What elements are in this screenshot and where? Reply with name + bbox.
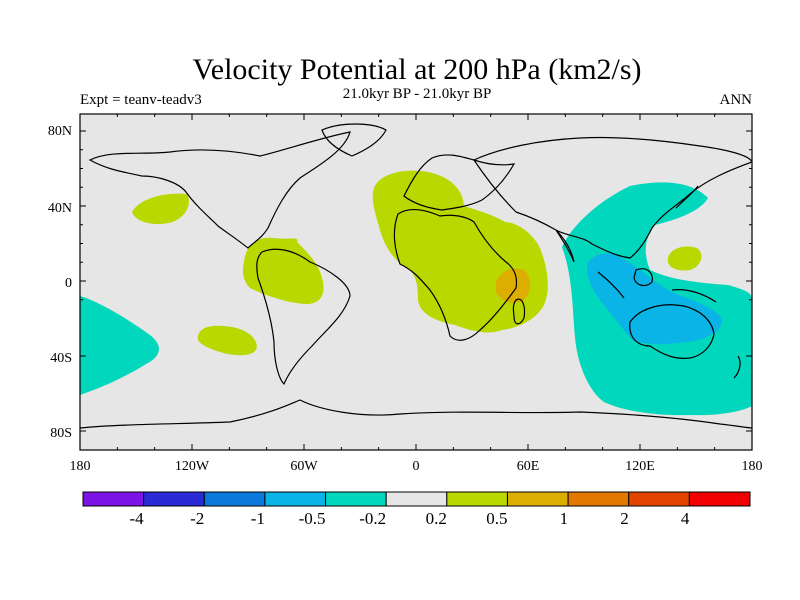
map-title: Velocity Potential at 200 hPa (km2/s) — [192, 53, 642, 86]
coastline-borneo — [633, 268, 653, 287]
colorbar-label: -0.2 — [359, 509, 386, 528]
lon-label-60e: 60E — [517, 459, 540, 474]
experiment-label: Expt = teanv-teadv3 — [80, 92, 202, 108]
lat-label-80n: 80N — [48, 124, 72, 139]
contour-pos-westpacific — [667, 246, 702, 271]
colorbar-label: 1 — [560, 509, 569, 528]
colorbar-label: -2 — [190, 509, 204, 528]
coastline-sumatra — [597, 271, 625, 299]
coastline-greenland — [321, 123, 387, 157]
colorbar-swatch — [143, 491, 205, 507]
colorbar-label: -0.5 — [299, 509, 326, 528]
colorbar-labels: -4 -2 -1 -0.5 -0.2 0.2 0.5 1 2 4 — [129, 509, 689, 528]
coastline-japan — [675, 185, 699, 209]
lon-label-180w: 180 — [70, 459, 91, 474]
colorbar-swatch — [506, 491, 569, 507]
coastline-antarctica — [80, 399, 752, 429]
contour-orange-eastafrica — [496, 268, 530, 303]
coastline-madagascar — [512, 298, 526, 325]
colorbar-label: 2 — [620, 509, 629, 528]
coastline-india — [555, 229, 575, 263]
colorbar-swatch — [446, 491, 508, 507]
season-label: ANN — [719, 92, 753, 108]
coastline-north-america — [88, 131, 351, 249]
contour-pos-southeastpacific — [197, 325, 257, 356]
contour-fills — [80, 170, 752, 416]
contour-pos-northpacific — [132, 193, 189, 224]
coastline-new-zealand — [733, 355, 741, 379]
colorbar-swatch — [203, 491, 266, 507]
coastline-australia — [629, 304, 715, 359]
contour-cyan-maritime — [587, 253, 723, 344]
lon-label-0: 0 — [413, 459, 420, 474]
lon-label-120e: 120E — [625, 459, 655, 474]
lon-label-180e: 180 — [742, 459, 763, 474]
colorbar-swatch — [385, 491, 448, 507]
contour-pos-southamerica — [242, 237, 324, 305]
axis-ticks — [79, 114, 753, 450]
colorbar-label: -1 — [251, 509, 265, 528]
colorbar-swatch — [264, 491, 327, 507]
contour-neg-southpacific — [80, 296, 159, 395]
lat-label-40n: 40N — [48, 201, 72, 216]
lon-label-120w: 120W — [175, 459, 210, 474]
colorbar-label: -4 — [129, 509, 144, 528]
coastline-africa — [393, 208, 518, 341]
coastline-asia — [473, 136, 752, 259]
colorbar-swatch — [82, 491, 145, 507]
coastline-europe — [403, 154, 516, 211]
map-subtitle: 21.0kyr BP - 21.0kyr BP — [342, 86, 492, 102]
coastlines — [80, 123, 752, 429]
colorbar-swatch — [325, 491, 387, 507]
coastline-new-guinea — [671, 289, 717, 303]
colorbar-swatch — [688, 491, 751, 507]
colorbar-label: 0.5 — [486, 509, 507, 528]
lat-label-40s: 40S — [50, 351, 72, 366]
colorbar-label: 4 — [681, 509, 690, 528]
lon-label-60w: 60W — [290, 459, 318, 474]
colorbar-swatch — [567, 491, 630, 507]
coastline-south-america — [256, 248, 351, 386]
colorbar — [82, 491, 751, 507]
lat-label-80s: 80S — [50, 426, 72, 441]
lat-label-eq: 0 — [65, 276, 72, 291]
colorbar-label: 0.2 — [426, 509, 447, 528]
colorbar-swatch — [628, 491, 690, 507]
